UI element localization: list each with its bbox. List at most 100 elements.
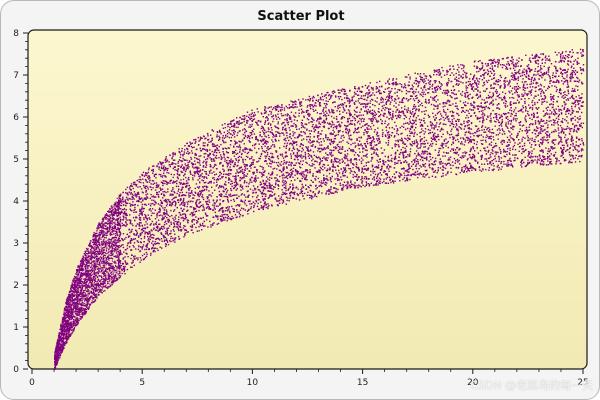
scatter-point: [202, 198, 205, 201]
scatter-point: [348, 128, 351, 131]
scatter-point: [264, 123, 266, 125]
scatter-point: [507, 145, 509, 147]
scatter-point: [457, 134, 460, 136]
scatter-point: [464, 96, 467, 98]
scatter-point: [578, 79, 581, 81]
scatter-point: [213, 178, 216, 181]
scatter-point: [90, 285, 93, 287]
scatter-point: [354, 142, 356, 144]
scatter-point: [186, 205, 188, 208]
scatter-point: [323, 102, 326, 105]
scatter-point: [226, 133, 229, 135]
scatter-point: [233, 133, 235, 135]
scatter-point: [342, 111, 344, 113]
scatter-point: [191, 146, 194, 149]
scatter-point: [224, 216, 227, 219]
scatter-point: [170, 193, 172, 195]
scatter-point: [444, 93, 446, 95]
scatter-point: [373, 177, 375, 179]
scatter-point: [323, 112, 325, 114]
scatter-point: [346, 155, 348, 157]
scatter-point: [398, 172, 401, 174]
scatter-point: [262, 193, 265, 195]
scatter-point: [238, 212, 241, 215]
scatter-point: [184, 218, 186, 220]
scatter-point: [480, 102, 482, 104]
scatter-point: [577, 89, 579, 91]
scatter-point: [92, 291, 95, 293]
scatter-point: [370, 120, 372, 122]
scatter-point: [255, 175, 257, 177]
scatter-point: [540, 120, 542, 122]
scatter-point: [409, 98, 412, 100]
scatter-point: [339, 92, 341, 94]
scatter-point: [184, 205, 186, 207]
scatter-point: [362, 155, 365, 157]
scatter-point: [191, 190, 193, 192]
scatter-point: [424, 166, 426, 168]
scatter-point: [139, 176, 141, 178]
scatter-point: [459, 172, 461, 174]
scatter-point: [276, 168, 278, 170]
scatter-point: [540, 95, 542, 97]
scatter-point: [535, 74, 537, 76]
scatter-point: [278, 195, 280, 197]
scatter-point: [528, 129, 531, 131]
scatter-point: [279, 163, 281, 165]
scatter-point: [540, 91, 542, 93]
scatter-point: [355, 145, 357, 147]
scatter-point: [138, 223, 140, 226]
scatter-point: [212, 167, 214, 169]
scatter-point: [432, 135, 434, 137]
scatter-point: [293, 122, 295, 125]
scatter-point: [156, 193, 158, 195]
scatter-point: [329, 142, 331, 145]
scatter-point: [232, 152, 234, 154]
scatter-point: [288, 139, 290, 142]
scatter-point: [355, 176, 357, 178]
scatter-point: [288, 115, 291, 117]
scatter-point: [99, 271, 101, 273]
scatter-point: [149, 179, 151, 181]
scatter-point: [109, 218, 111, 220]
scatter-point: [285, 147, 287, 149]
scatter-point: [335, 172, 338, 174]
scatter-point: [225, 141, 227, 144]
scatter-point: [450, 133, 453, 136]
scatter-point: [314, 167, 316, 169]
scatter-point: [347, 133, 349, 135]
scatter-point: [410, 95, 412, 97]
scatter-point: [127, 236, 130, 238]
scatter-point: [423, 110, 425, 113]
scatter-point: [311, 197, 313, 200]
scatter-point: [451, 143, 453, 146]
scatter-point: [170, 230, 172, 232]
scatter-point: [401, 174, 403, 176]
scatter-point: [404, 137, 406, 140]
scatter-point: [120, 194, 122, 196]
scatter-point: [184, 149, 186, 151]
scatter-point: [68, 309, 70, 311]
scatter-point: [98, 257, 100, 259]
scatter-point: [234, 177, 236, 180]
scatter-point: [464, 134, 466, 136]
scatter-point: [285, 163, 287, 165]
scatter-point: [393, 157, 396, 160]
scatter-point: [199, 223, 201, 225]
scatter-point: [441, 145, 443, 147]
scatter-point: [337, 133, 340, 136]
scatter-point: [544, 62, 546, 64]
scatter-point: [252, 171, 254, 174]
scatter-point: [244, 209, 246, 211]
scatter-point: [150, 189, 153, 191]
scatter-point: [146, 217, 149, 220]
scatter-point: [492, 104, 494, 106]
scatter-point: [342, 106, 344, 108]
scatter-point: [267, 197, 269, 199]
scatter-point: [158, 229, 160, 231]
scatter-point: [162, 174, 164, 177]
scatter-point: [206, 186, 209, 188]
scatter-point: [565, 50, 567, 53]
scatter-point: [382, 107, 384, 109]
scatter-point: [335, 169, 337, 171]
